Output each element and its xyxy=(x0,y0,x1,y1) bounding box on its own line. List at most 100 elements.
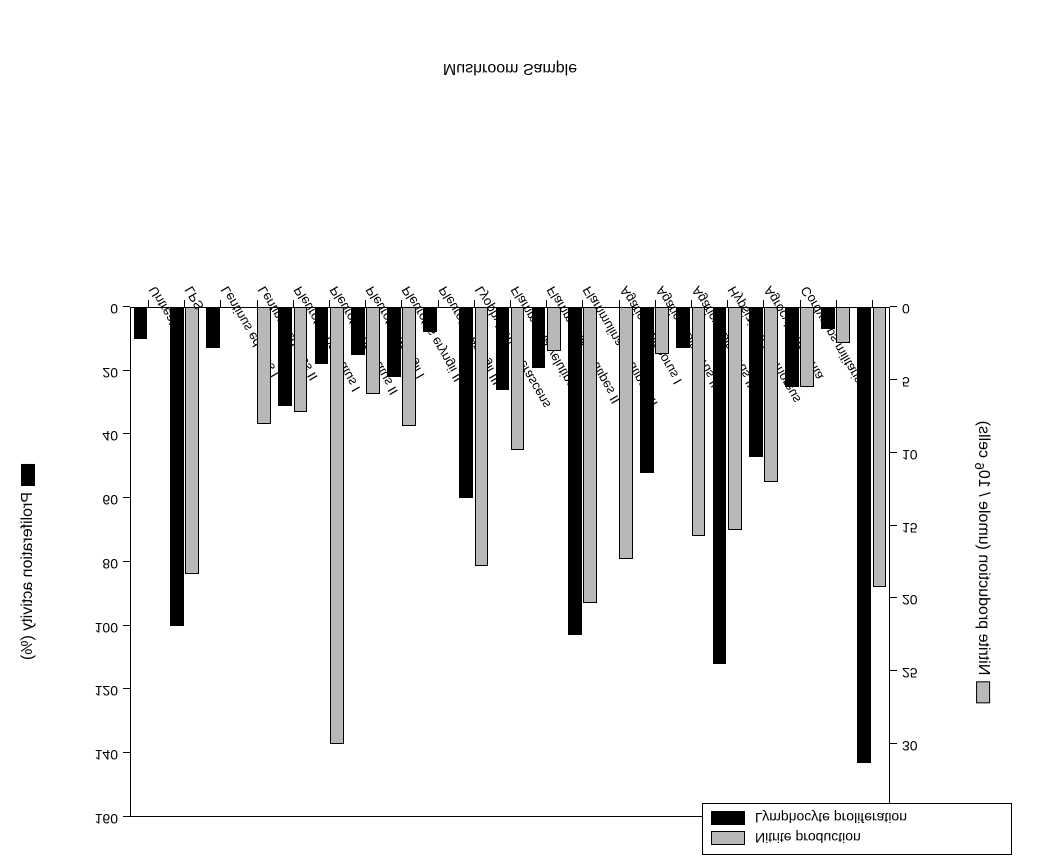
bar-nitrite xyxy=(692,307,706,536)
x-tick xyxy=(293,300,294,307)
y-left-tick xyxy=(123,561,130,562)
x-tick xyxy=(329,300,330,307)
y-right-tick-label: 0 xyxy=(902,301,910,317)
y-right-tick xyxy=(890,379,897,380)
x-tick xyxy=(727,300,728,307)
bar-nitrite xyxy=(583,307,597,603)
x-tick xyxy=(872,300,873,307)
bar-proliferation xyxy=(278,307,292,406)
bar-proliferation xyxy=(785,307,799,387)
bar-proliferation xyxy=(821,307,835,329)
bar-proliferation xyxy=(496,307,510,390)
bar-nitrite xyxy=(873,307,887,587)
bar-proliferation xyxy=(568,307,582,635)
bar-proliferation xyxy=(423,307,437,333)
y-right-tick-label: 30 xyxy=(902,738,918,754)
x-tick xyxy=(365,300,366,307)
x-tick xyxy=(401,300,402,307)
x-tick xyxy=(148,300,149,307)
y-right-tick-label: 10 xyxy=(902,447,918,463)
y-right-tick xyxy=(890,306,897,307)
bar-proliferation xyxy=(134,307,148,339)
subscript-six: 6 xyxy=(972,462,987,469)
y-left-tick-label: 20 xyxy=(0,365,118,381)
x-tick xyxy=(474,300,475,307)
bar-proliferation xyxy=(640,307,654,473)
y-right-axis-title: Nitrite production (umole / 106 cells) xyxy=(972,421,992,704)
x-tick xyxy=(763,300,764,307)
y-right-tick xyxy=(890,525,897,526)
y-left-tick-label: 0 xyxy=(0,301,118,317)
bar-nitrite xyxy=(402,307,416,426)
y-left-tick-label: 120 xyxy=(0,684,118,700)
y-left-tick xyxy=(123,816,130,817)
y-right-tick xyxy=(890,452,897,453)
legend-swatch-icon xyxy=(711,831,745,845)
y-left-tick-label: 160 xyxy=(0,811,118,827)
bar-proliferation xyxy=(676,307,690,348)
y-left-tick xyxy=(123,689,130,690)
y-left-tick-label: 40 xyxy=(0,429,118,445)
bar-nitrite xyxy=(728,307,742,530)
y-right-tick xyxy=(890,743,897,744)
y-right-tick-label: 25 xyxy=(902,665,918,681)
bar-proliferation xyxy=(857,307,871,763)
bar-nitrite xyxy=(257,307,271,424)
y-right-tick-label: 20 xyxy=(902,592,918,608)
y-left-tick-label: 60 xyxy=(0,492,118,508)
y-left-tick xyxy=(123,497,130,498)
x-axis-title: Mushroom Sample xyxy=(130,59,890,77)
x-tick xyxy=(655,300,656,307)
y-left-tick xyxy=(123,625,130,626)
y-left-tick xyxy=(123,752,130,753)
y-left-swatch-icon xyxy=(21,464,35,486)
bar-nitrite xyxy=(511,307,525,450)
y-right-tick xyxy=(890,670,897,671)
x-tick xyxy=(691,300,692,307)
x-tick xyxy=(619,300,620,307)
y-left-axis-title-text: Proliferation activity (%) xyxy=(19,492,36,660)
bar-nitrite xyxy=(800,307,814,387)
legend-row: Nitrite production xyxy=(711,828,861,848)
bar-nitrite xyxy=(475,307,489,566)
x-tick xyxy=(257,300,258,307)
bar-proliferation xyxy=(170,307,184,626)
x-tick xyxy=(184,300,185,307)
bar-nitrite xyxy=(619,307,633,559)
y-left-tick xyxy=(123,434,130,435)
y-left-axis-title: Proliferation activity (%) xyxy=(19,464,37,660)
legend: Nitrite production Lymphocyte proliferati… xyxy=(702,803,1012,855)
y-right-tick xyxy=(890,597,897,598)
bar-proliferation xyxy=(206,307,220,348)
bar-proliferation xyxy=(713,307,727,664)
legend-swatch-icon xyxy=(711,811,745,825)
bar-proliferation xyxy=(351,307,365,355)
y-left-tick xyxy=(123,306,130,307)
y-right-tick-label: 5 xyxy=(902,374,910,390)
legend-label: Lymphocyte proliferation xyxy=(755,810,907,826)
y-left-tick-label: 100 xyxy=(0,620,118,636)
bar-proliferation xyxy=(749,307,763,457)
x-tick xyxy=(546,300,547,307)
bar-proliferation xyxy=(315,307,329,364)
y-left-tick xyxy=(123,370,130,371)
bar-nitrite xyxy=(366,307,380,394)
x-tick xyxy=(510,300,511,307)
x-tick xyxy=(836,300,837,307)
x-tick xyxy=(438,300,439,307)
x-tick xyxy=(800,300,801,307)
y-right-axis-title-text: Nitrite production (umole / 106 cells) xyxy=(975,421,992,676)
y-right-swatch-icon xyxy=(976,681,990,703)
bar-proliferation xyxy=(387,307,401,377)
y-left-tick-label: 140 xyxy=(0,747,118,763)
legend-row: Lymphocyte proliferation xyxy=(711,808,907,828)
bar-proliferation xyxy=(532,307,546,368)
legend-label: Nitrite production xyxy=(755,830,861,846)
y-right-tick-label: 15 xyxy=(902,520,918,536)
bar-nitrite xyxy=(185,307,199,574)
y-left-tick-label: 80 xyxy=(0,556,118,572)
x-tick xyxy=(220,300,221,307)
chart-flipped-container: 02040608010012014016005101520253035Untre… xyxy=(0,0,1042,867)
bar-proliferation xyxy=(459,307,473,498)
bar-nitrite xyxy=(836,307,850,343)
